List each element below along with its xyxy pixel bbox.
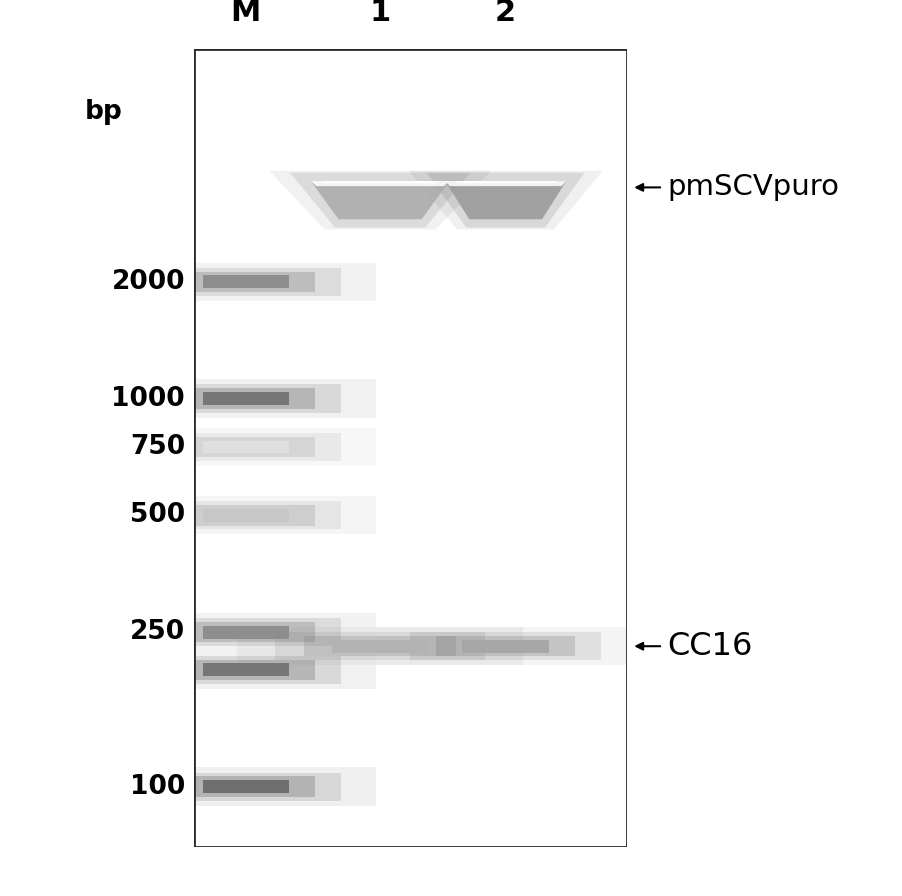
Polygon shape bbox=[290, 173, 470, 228]
Bar bbox=[177, 505, 315, 526]
Polygon shape bbox=[445, 181, 566, 186]
Bar bbox=[177, 622, 315, 642]
Polygon shape bbox=[445, 181, 566, 220]
Text: CC16: CC16 bbox=[667, 631, 753, 662]
Bar bbox=[116, 428, 376, 466]
Bar bbox=[437, 636, 575, 657]
Bar bbox=[151, 268, 341, 296]
Text: 1: 1 bbox=[370, 0, 391, 27]
Text: 2000: 2000 bbox=[112, 269, 185, 295]
Bar bbox=[177, 659, 315, 680]
Bar bbox=[177, 271, 315, 292]
Bar bbox=[116, 263, 376, 301]
Text: 2: 2 bbox=[495, 0, 516, 27]
Bar bbox=[151, 772, 341, 801]
Bar bbox=[237, 627, 523, 666]
Bar bbox=[116, 613, 376, 651]
Bar bbox=[304, 636, 456, 657]
Text: 750: 750 bbox=[130, 434, 185, 460]
Bar bbox=[151, 384, 341, 412]
Bar bbox=[333, 640, 428, 652]
Bar bbox=[203, 509, 290, 521]
Polygon shape bbox=[427, 173, 584, 228]
Bar bbox=[463, 640, 549, 652]
Bar bbox=[376, 627, 636, 666]
Bar bbox=[151, 501, 341, 530]
Polygon shape bbox=[454, 181, 557, 184]
Polygon shape bbox=[270, 171, 491, 229]
Bar bbox=[203, 441, 290, 453]
Text: 500: 500 bbox=[130, 503, 185, 529]
Bar bbox=[203, 392, 290, 405]
Bar bbox=[203, 625, 290, 639]
Polygon shape bbox=[311, 181, 449, 186]
Bar bbox=[151, 656, 341, 684]
Bar bbox=[151, 433, 341, 461]
Text: 100: 100 bbox=[130, 773, 185, 799]
Bar bbox=[151, 618, 341, 646]
Text: 1000: 1000 bbox=[111, 385, 185, 411]
Text: M: M bbox=[231, 0, 261, 27]
Bar bbox=[410, 633, 601, 660]
Bar bbox=[177, 388, 315, 409]
Bar bbox=[203, 663, 290, 676]
Bar bbox=[177, 776, 315, 797]
Text: bp: bp bbox=[85, 99, 123, 125]
Text: 250: 250 bbox=[130, 619, 185, 645]
Polygon shape bbox=[311, 181, 449, 220]
Bar bbox=[116, 650, 376, 689]
Bar bbox=[275, 633, 485, 660]
Bar bbox=[177, 436, 315, 457]
Polygon shape bbox=[409, 171, 603, 229]
Bar bbox=[116, 496, 376, 535]
Bar bbox=[116, 379, 376, 418]
Bar bbox=[203, 275, 290, 289]
Text: pmSCVpuro: pmSCVpuro bbox=[667, 174, 840, 202]
Polygon shape bbox=[321, 181, 439, 184]
Bar bbox=[116, 768, 376, 806]
Bar bbox=[203, 780, 290, 793]
